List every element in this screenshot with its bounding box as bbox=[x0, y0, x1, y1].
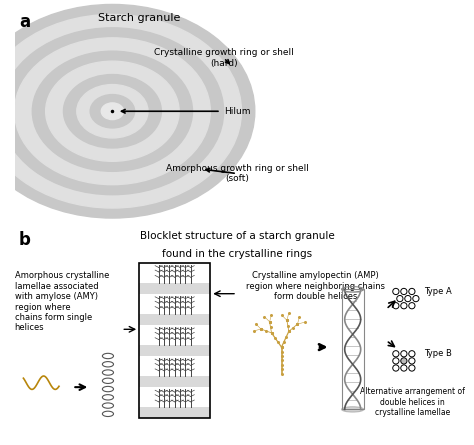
Ellipse shape bbox=[0, 4, 255, 218]
Ellipse shape bbox=[90, 94, 135, 128]
Text: Hilum: Hilum bbox=[121, 107, 250, 116]
Text: a: a bbox=[19, 13, 30, 31]
Text: Starch granule: Starch granule bbox=[98, 13, 180, 23]
Ellipse shape bbox=[101, 103, 124, 120]
Bar bbox=[139, 314, 210, 325]
Text: Alternative arrangement of
double helices in
crystalline lamellae: Alternative arrangement of double helice… bbox=[360, 387, 465, 417]
Bar bbox=[139, 263, 210, 418]
Bar bbox=[139, 345, 210, 356]
Text: Type B: Type B bbox=[424, 349, 452, 358]
Text: Amorphous crystalline
lamellae associated
with amylose (AMY)
region where
chains: Amorphous crystalline lamellae associate… bbox=[15, 271, 109, 332]
Bar bbox=[342, 289, 364, 409]
Text: Type A: Type A bbox=[424, 287, 452, 296]
Ellipse shape bbox=[32, 51, 192, 171]
Ellipse shape bbox=[46, 61, 179, 161]
Ellipse shape bbox=[64, 74, 161, 148]
Text: b: b bbox=[19, 231, 31, 249]
Text: Amorphous growth ring or shell
(soft): Amorphous growth ring or shell (soft) bbox=[165, 164, 309, 183]
Ellipse shape bbox=[1, 28, 224, 195]
Ellipse shape bbox=[77, 85, 148, 138]
Bar bbox=[139, 407, 210, 418]
Ellipse shape bbox=[15, 38, 210, 185]
Bar bbox=[139, 283, 210, 294]
Text: Crystalline amylopectin (AMP)
region where neighboring chains
form double helice: Crystalline amylopectin (AMP) region whe… bbox=[246, 271, 385, 301]
Bar bbox=[139, 376, 210, 387]
Ellipse shape bbox=[0, 14, 241, 208]
Circle shape bbox=[401, 358, 407, 364]
Text: found in the crystalline rings: found in the crystalline rings bbox=[162, 249, 312, 259]
Text: Crystalline growth ring or shell
(hard): Crystalline growth ring or shell (hard) bbox=[154, 48, 293, 68]
Ellipse shape bbox=[342, 407, 364, 412]
Text: Blocklet structure of a starch granule: Blocklet structure of a starch granule bbox=[140, 231, 334, 241]
